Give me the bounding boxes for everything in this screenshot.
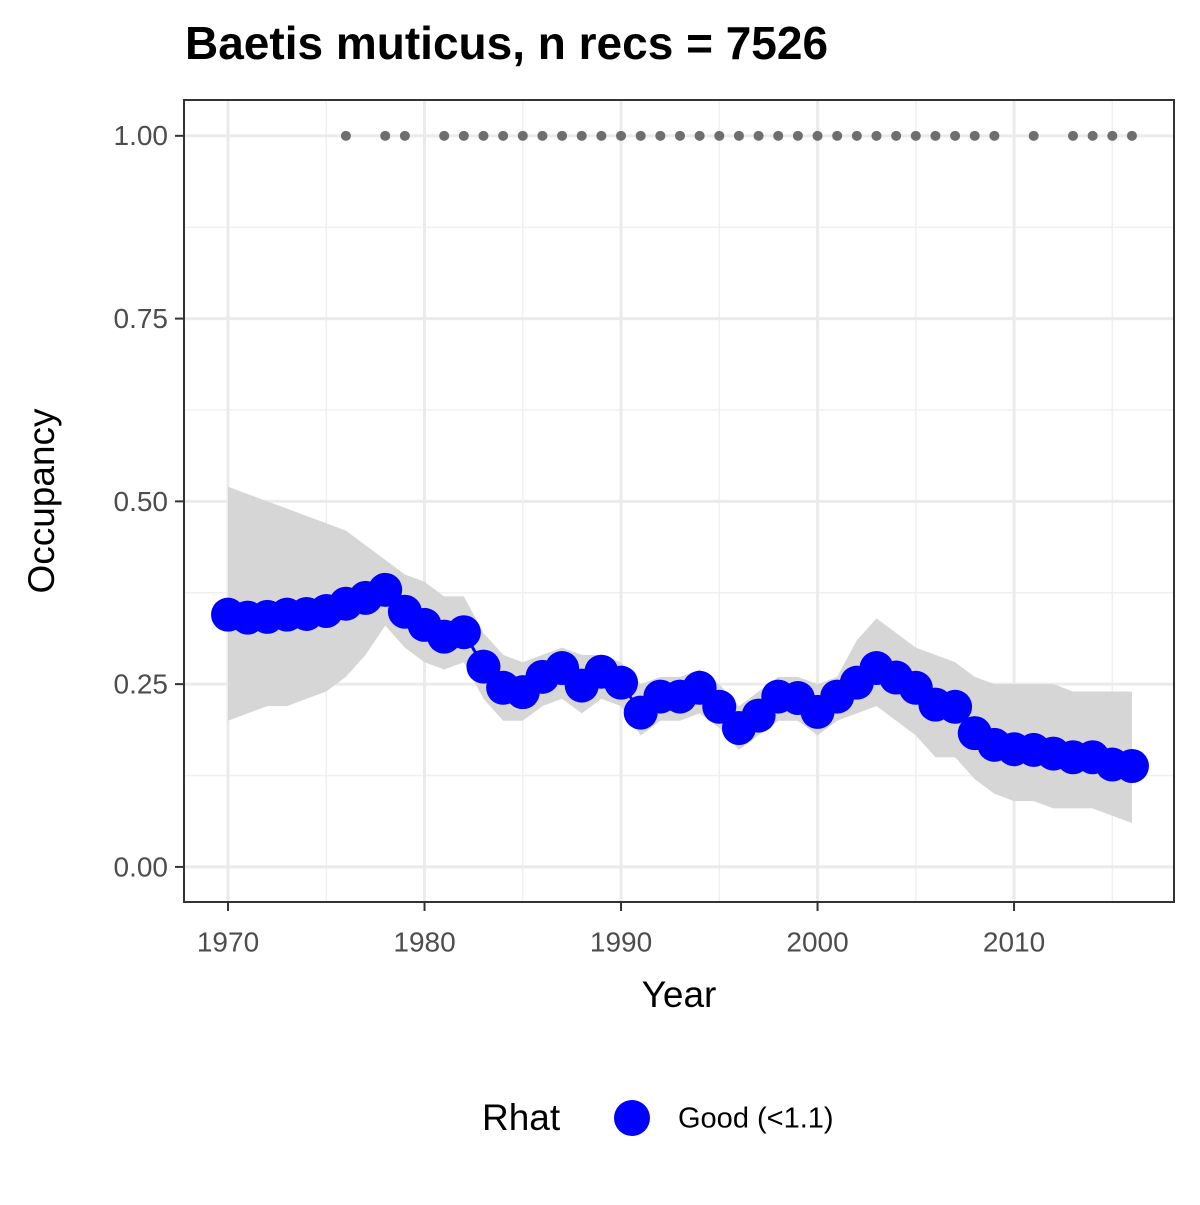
detection-point [478,130,489,141]
detection-point [950,130,961,141]
detection-point [832,130,843,141]
detection-point [714,130,725,141]
detection-point [655,130,666,141]
y-tick-label: 0.50 [114,486,169,517]
detection-point [596,130,607,141]
detection-point [753,130,764,141]
detection-point [694,130,705,141]
detection-point [399,130,410,141]
x-tick-label: 2000 [786,926,848,957]
detection-point [340,130,351,141]
x-axis-label: Year [642,974,717,1015]
detection-point [1067,130,1078,141]
detection-point [458,130,469,141]
detection-point [1107,130,1118,141]
detection-point [576,130,587,141]
detection-point [537,130,548,141]
detection-point [674,130,685,141]
detection-point [1087,130,1098,141]
detection-point [557,130,568,141]
detection-point [616,130,627,141]
data-point [1114,749,1149,784]
x-tick-label: 1990 [590,926,652,957]
chart-title: Baetis muticus, n recs = 7526 [185,17,828,69]
y-axis-label: Occupancy [21,408,62,594]
detection-point [891,130,902,141]
y-tick-label: 1.00 [114,120,169,151]
detection-point [773,130,784,141]
x-tick-label: 2010 [983,926,1045,957]
legend-title: Rhat [482,1097,561,1138]
detection-point [930,130,941,141]
detection-point [792,130,803,141]
detection-point [517,130,528,141]
y-tick-label: 0.75 [114,303,169,334]
data-point [604,665,639,700]
data-point [938,689,973,724]
plot-area [184,100,1174,902]
detection-point [635,130,646,141]
detection-point [733,130,744,141]
detection-point [498,130,509,141]
y-tick-label: 0.00 [114,851,169,882]
detection-point [812,130,823,141]
y-tick-label: 0.25 [114,669,169,700]
legend-key [614,1100,650,1136]
detection-point [1126,130,1137,141]
detection-point [989,130,1000,141]
detection-point [380,130,391,141]
x-tick-label: 1970 [197,926,259,957]
detection-point [439,130,450,141]
data-point [446,615,481,650]
detection-point [851,130,862,141]
detection-point [1028,130,1039,141]
data-point [368,572,403,607]
detection-point [910,130,921,141]
legend-label: Good (<1.1) [678,1103,834,1135]
detection-point [871,130,882,141]
x-tick-label: 1980 [393,926,455,957]
confidence-ribbon [228,486,1132,824]
detection-point [969,130,980,141]
